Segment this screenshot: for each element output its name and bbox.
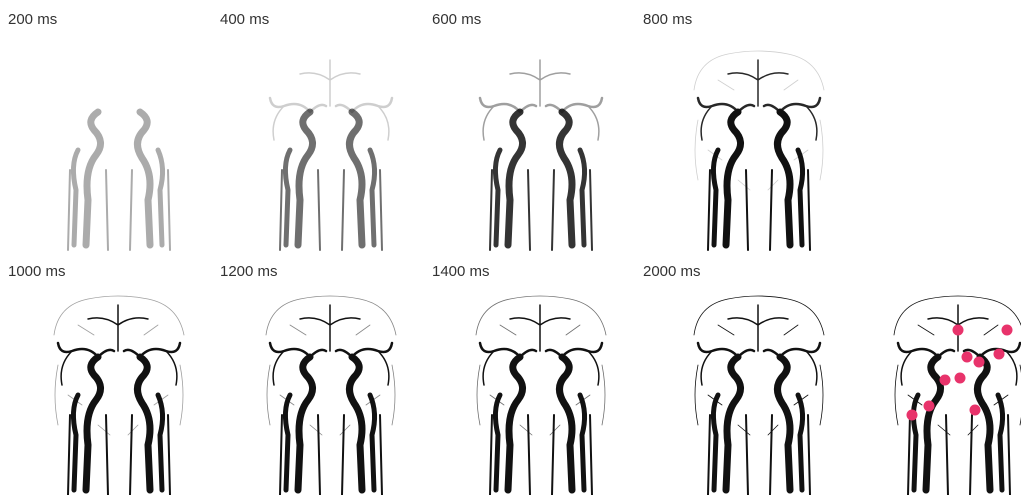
highlight-dot bbox=[994, 349, 1005, 360]
vessel-layer bbox=[270, 60, 392, 140]
panel-label: 200 ms bbox=[8, 11, 57, 28]
angiogram bbox=[476, 296, 606, 495]
angiogram bbox=[480, 60, 602, 250]
highlight-dot bbox=[970, 405, 981, 416]
vessel-layer bbox=[708, 112, 810, 250]
angiograms bbox=[54, 51, 1021, 495]
highlight-dots bbox=[907, 325, 1013, 421]
vessel-layer bbox=[270, 305, 392, 385]
panel-label: 1400 ms bbox=[432, 263, 490, 280]
panel-labels: 200 ms 400 ms 600 ms 800 ms 1000 ms 1200… bbox=[8, 11, 701, 280]
vessel-layer bbox=[698, 60, 820, 140]
vessel-layer bbox=[490, 357, 592, 495]
highlight-dot bbox=[962, 352, 973, 363]
panel-label: 400 ms bbox=[220, 11, 269, 28]
vessel-layer bbox=[280, 112, 382, 250]
highlight-dot bbox=[940, 375, 951, 386]
vessel-layer bbox=[58, 305, 180, 385]
angiogram bbox=[54, 296, 184, 495]
vessel-layer bbox=[480, 60, 602, 140]
panel-label: 600 ms bbox=[432, 11, 481, 28]
highlight-dot bbox=[907, 410, 918, 421]
angiogram bbox=[694, 51, 824, 250]
highlight-dot bbox=[974, 357, 985, 368]
panel-label: 2000 ms bbox=[643, 263, 701, 280]
vessel-layer bbox=[280, 357, 382, 495]
highlight-dot bbox=[953, 325, 964, 336]
highlight-dot bbox=[924, 401, 935, 412]
angiogram bbox=[270, 60, 392, 250]
vessel-layer bbox=[480, 305, 602, 385]
angiogram bbox=[68, 112, 170, 250]
highlight-dot bbox=[1002, 325, 1013, 336]
vessel-layer bbox=[68, 357, 170, 495]
vessel-layer bbox=[708, 357, 810, 495]
panel-label: 1200 ms bbox=[220, 263, 278, 280]
panel-label: 1000 ms bbox=[8, 263, 66, 280]
figure: 200 ms 400 ms 600 ms 800 ms 1000 ms 1200… bbox=[0, 0, 1021, 495]
panel-label: 800 ms bbox=[643, 11, 692, 28]
angiogram bbox=[694, 296, 824, 495]
vessel-layer bbox=[490, 112, 592, 250]
highlight-dot bbox=[955, 373, 966, 384]
vessel-layer bbox=[68, 112, 170, 250]
angiogram bbox=[266, 296, 396, 495]
vessel-layer bbox=[698, 305, 820, 385]
